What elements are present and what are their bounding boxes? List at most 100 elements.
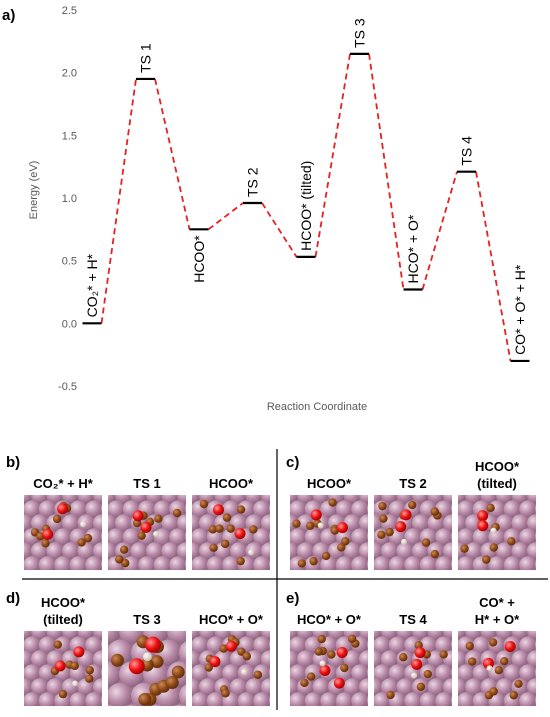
surface-atom [427,678,445,696]
surface-atom [93,514,102,532]
surface-atom [458,692,475,706]
carbon-atom [172,508,182,518]
surface-atom [192,664,209,682]
energy-path-segment [475,171,512,362]
carbon-atom [378,501,387,511]
structure-image [0,631,126,717]
surface-atom [85,556,102,570]
surface-atom [366,706,383,717]
surface-atom [92,473,109,490]
surface-atom [534,504,536,514]
surface-atom [443,495,452,504]
surface-atom [472,528,490,546]
carbon-atom [236,505,246,514]
carbon-atom [494,666,504,675]
carbon-atom [221,539,230,549]
surface-atom [374,542,383,560]
surface-atom [534,560,536,570]
hydrogen-atom [401,538,408,545]
surface-atom [83,596,109,622]
y-tick-label: 2.0 [62,68,77,80]
surface-atom [404,556,422,570]
surface-atom [222,664,240,682]
surface-atom [366,532,368,542]
surface-atom [472,636,490,654]
carbon-atom [41,539,50,548]
surface-atom [268,532,270,542]
structure-title: CO₂* + H* [33,476,94,491]
surface-atom [366,560,368,570]
surface-atom [375,706,392,717]
surface-atom [419,692,437,706]
surface-atom [253,500,270,518]
surface-atom [169,473,186,490]
surface-atom [100,696,102,706]
surface-atom [396,542,414,560]
surface-atom [290,650,299,668]
structure-title: CO* + [479,595,515,610]
y-axis-title: Energy (eV) [28,161,40,220]
surface-atom [443,631,452,640]
hydrogen-atom [80,521,87,528]
energy-path-segment [207,202,244,231]
surface-atom [503,556,521,570]
surface-atom [359,706,376,717]
carbon-atom [486,503,495,513]
carbon-atom [221,689,230,698]
surface-atom [373,473,390,490]
surface-atom [0,487,17,504]
surface-atom [237,692,255,706]
surface-atom [543,623,550,640]
surface-atom [184,706,201,717]
surface-atom [46,678,64,696]
surface-atom [184,504,186,514]
structure-image [83,596,186,706]
surface-atom [169,556,186,570]
surface-atom [192,692,209,706]
surface-atom [125,704,139,706]
carbon-atom [58,689,68,699]
structure-title: TS 2 [399,476,426,491]
carbon-atom [171,665,185,679]
carbon-atom [507,537,516,546]
structure-image [274,609,392,717]
surface-atom [374,556,391,570]
surface-atom [343,542,361,560]
surface-atom [442,473,459,490]
structure-image [192,495,270,570]
carbon-atom [208,525,217,534]
energy-path-segment [261,202,298,258]
surface-atom [206,692,224,706]
surface-atom [404,528,422,546]
y-tick-label: 1.0 [62,193,77,205]
surface-atom [230,706,247,717]
surface-atom [351,692,368,706]
oxygen-atom [400,509,412,521]
surface-atom [274,609,291,626]
surface-atom [458,514,467,532]
surface-atom [359,631,368,640]
surface-atom [24,495,33,504]
surface-atom [108,500,125,518]
state-label: TS 2 [245,167,261,197]
hydrogen-atom [248,549,255,556]
structure-title: (tilted) [43,612,83,627]
surface-atom [373,609,390,626]
surface-atom [109,706,126,717]
oxygen-atom [319,664,331,676]
oxygen-atom [132,510,144,522]
surface-atom [396,678,414,696]
surface-atom [100,668,102,678]
surface-atom [69,556,87,570]
state-labels: CO₂* + H* TS 1 HCOO* TS 2 HCOO* (tilted) TS 3… [84,18,528,355]
hydrogen-atom [486,665,493,672]
oxygen-atom [234,528,246,540]
surface-atom [108,631,121,644]
surface-atom [173,704,186,706]
surface-atom [282,706,299,717]
surface-atom [543,650,550,667]
surface-atom [169,528,186,546]
surface-atom [77,514,95,532]
surface-atom [0,650,17,667]
carbon-atom [460,544,469,553]
